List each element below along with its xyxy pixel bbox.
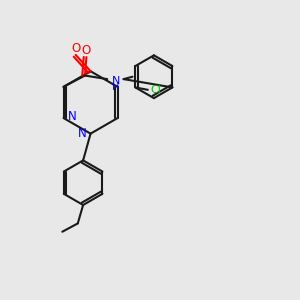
Text: N: N — [68, 110, 76, 123]
Text: N: N — [78, 127, 87, 140]
Text: O: O — [71, 42, 80, 55]
Text: O: O — [81, 44, 90, 57]
Text: Cl: Cl — [151, 85, 162, 95]
Text: H: H — [112, 82, 120, 92]
Text: N: N — [112, 76, 120, 86]
